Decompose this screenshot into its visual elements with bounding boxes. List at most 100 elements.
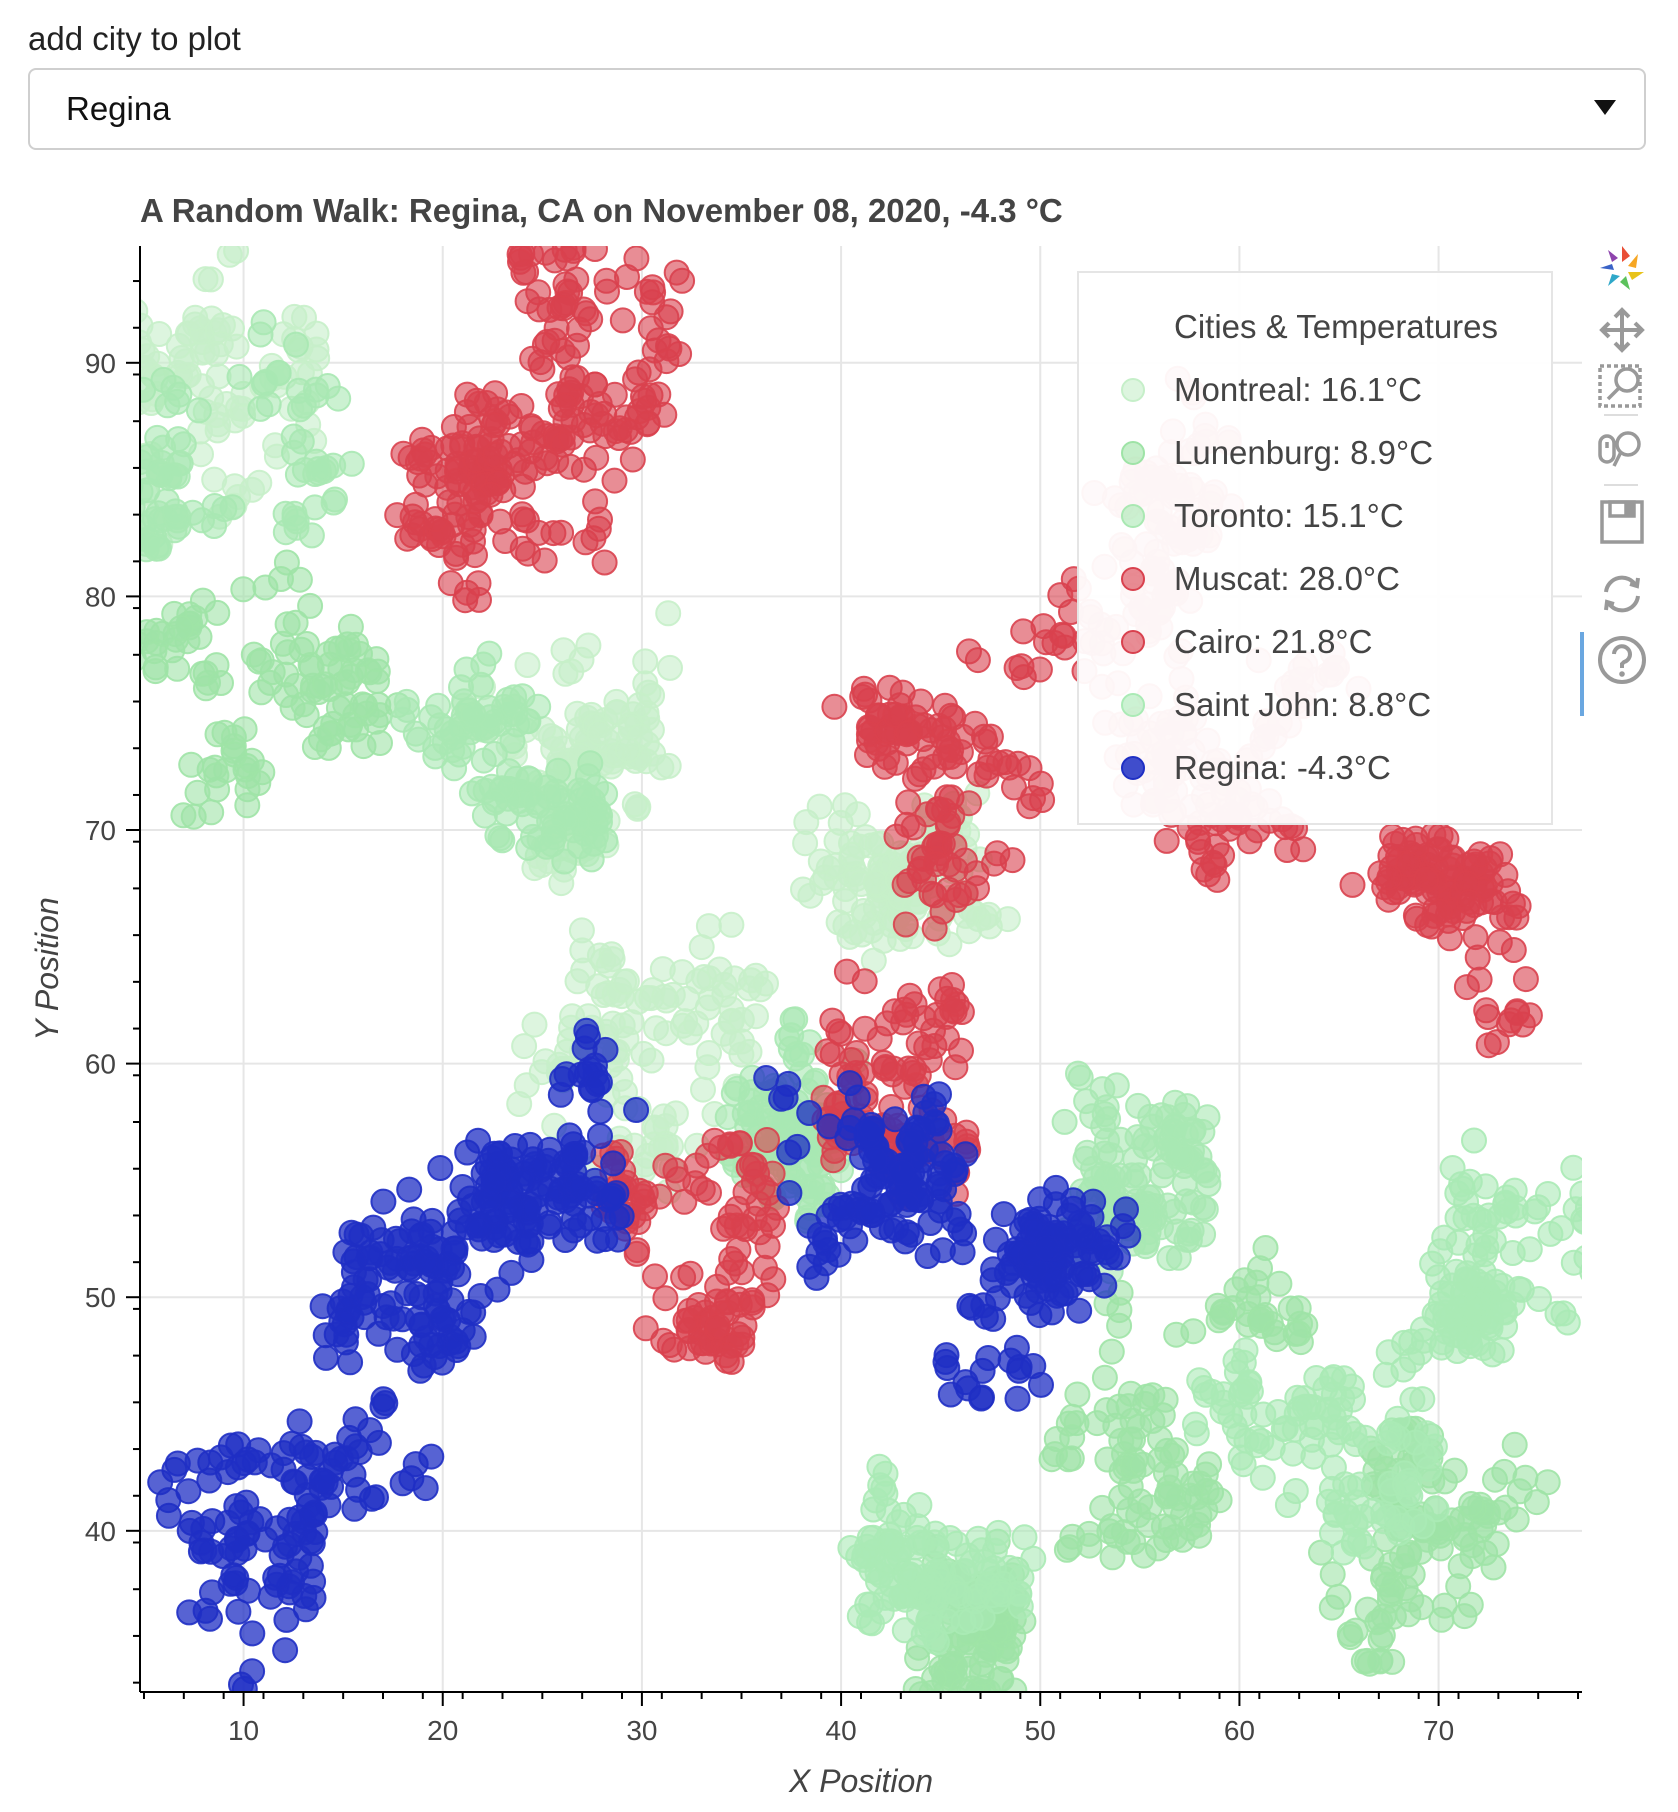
scatter-point bbox=[898, 1221, 925, 1248]
scatter-point bbox=[1091, 1272, 1118, 1299]
scatter-point bbox=[583, 444, 610, 471]
scatter-point bbox=[1053, 1536, 1080, 1563]
scatter-point bbox=[895, 789, 922, 816]
scatter-point bbox=[239, 1620, 266, 1647]
scatter-point bbox=[252, 574, 279, 601]
scatter-point bbox=[52, 349, 76, 373]
scatter-point bbox=[1473, 997, 1500, 1024]
scatter-point bbox=[1347, 1471, 1373, 1498]
scatter-point bbox=[797, 882, 824, 909]
scatter-point bbox=[907, 688, 934, 715]
scatter-point bbox=[78, 456, 102, 480]
scatter-point bbox=[521, 1011, 548, 1038]
scatter-point bbox=[572, 529, 599, 556]
help-icon[interactable] bbox=[1594, 632, 1650, 688]
scatter-point bbox=[1490, 1298, 1517, 1325]
legend-entry[interactable]: Regina: -4.3°C bbox=[1174, 749, 1391, 786]
scatter-point bbox=[985, 1695, 1009, 1719]
scatter-point bbox=[59, 336, 83, 360]
legend-marker bbox=[1121, 441, 1145, 465]
scatter-point bbox=[776, 1139, 803, 1166]
scatter-point bbox=[906, 761, 933, 788]
bokeh-logo-icon[interactable] bbox=[1594, 240, 1650, 296]
scatter-point bbox=[290, 392, 317, 419]
scatter-point bbox=[262, 1564, 289, 1591]
scatter-point bbox=[462, 542, 488, 569]
scatter-point bbox=[1457, 1591, 1484, 1618]
scatter-point bbox=[499, 727, 526, 754]
scatter-point bbox=[292, 1439, 319, 1466]
reset-icon[interactable] bbox=[1594, 566, 1650, 622]
box-zoom-icon[interactable] bbox=[1594, 358, 1650, 414]
scatter-point bbox=[663, 259, 690, 286]
legend-marker bbox=[1121, 378, 1145, 402]
chevron-down-icon[interactable] bbox=[1594, 100, 1616, 115]
scatter-point bbox=[1094, 1239, 1121, 1266]
scatter-point bbox=[830, 1194, 857, 1221]
y-tick-label: 40 bbox=[85, 1516, 116, 1547]
scatter-point bbox=[1028, 1371, 1054, 1398]
scatter-point bbox=[1043, 1174, 1069, 1201]
scatter-point bbox=[630, 1040, 657, 1067]
scatter-point bbox=[481, 741, 508, 767]
toolbar-divider bbox=[1604, 414, 1638, 416]
pan-icon[interactable] bbox=[1594, 302, 1650, 358]
scatter-point bbox=[99, 462, 123, 486]
scatter-point bbox=[226, 363, 253, 390]
scatter-point bbox=[1263, 1326, 1290, 1353]
legend: Cities & Temperatures Montreal: 16.1°C Lun… bbox=[1077, 271, 1553, 825]
scatter-point bbox=[1439, 1155, 1466, 1181]
scatter-point bbox=[140, 482, 143, 499]
scatter-point bbox=[519, 345, 546, 372]
scatter-point bbox=[718, 911, 745, 938]
scatter-point bbox=[1094, 1446, 1121, 1473]
legend-marker bbox=[1121, 756, 1145, 780]
scatter-point bbox=[308, 1467, 335, 1494]
y-tick-label: 70 bbox=[85, 815, 116, 846]
scatter-point bbox=[1480, 1554, 1507, 1581]
legend-entry[interactable]: Toronto: 15.1°C bbox=[1174, 497, 1404, 534]
scatter-point bbox=[562, 1141, 589, 1167]
scatter-point bbox=[994, 1713, 1018, 1737]
legend-entry[interactable]: Cairo: 21.8°C bbox=[1174, 623, 1372, 660]
scatter-point bbox=[971, 1549, 998, 1575]
scatter-point bbox=[337, 613, 364, 640]
scatter-point bbox=[1471, 1208, 1498, 1235]
scatter-point bbox=[1483, 1531, 1510, 1557]
scatter-point bbox=[35, 496, 59, 520]
legend-entry[interactable]: Saint John: 8.8°C bbox=[1174, 686, 1431, 723]
scatter-point bbox=[772, 1084, 799, 1111]
scatter-point bbox=[1376, 1420, 1402, 1447]
scatter-point bbox=[70, 450, 94, 474]
scatter-point bbox=[856, 1525, 883, 1551]
scatter-point bbox=[109, 270, 133, 294]
x-axis-label: X Position bbox=[788, 1763, 933, 1799]
legend-entry[interactable]: Lunenburg: 8.9°C bbox=[1174, 434, 1433, 471]
scatter-point bbox=[252, 369, 279, 395]
scatter-point bbox=[66, 485, 90, 509]
scatter-point bbox=[248, 679, 275, 706]
save-icon[interactable] bbox=[1594, 494, 1650, 550]
scatter-point bbox=[460, 701, 487, 728]
legend-entry[interactable]: Montreal: 16.1°C bbox=[1174, 371, 1422, 408]
scatter-point bbox=[937, 1381, 964, 1408]
scatter-point bbox=[1116, 1497, 1143, 1524]
city-select[interactable]: Regina bbox=[28, 68, 1646, 150]
scatter-point bbox=[1379, 1648, 1406, 1675]
scatter-point bbox=[922, 1537, 948, 1564]
scatter-point bbox=[560, 246, 587, 264]
scatter-point bbox=[1409, 1386, 1436, 1413]
wheel-zoom-icon[interactable] bbox=[1594, 422, 1650, 478]
scatter-point bbox=[701, 1127, 728, 1154]
scatter-point bbox=[1572, 1209, 1582, 1235]
scatter-point bbox=[113, 290, 137, 314]
scatter-point bbox=[908, 1574, 935, 1601]
legend-entry[interactable]: Muscat: 28.0°C bbox=[1174, 560, 1400, 597]
scatter-point bbox=[874, 744, 901, 771]
scatter-point bbox=[892, 911, 919, 938]
scatter-point bbox=[1337, 1624, 1364, 1651]
scatter-point bbox=[1456, 1293, 1483, 1320]
scatter-point bbox=[741, 1152, 768, 1179]
scatter-point bbox=[369, 1393, 396, 1420]
